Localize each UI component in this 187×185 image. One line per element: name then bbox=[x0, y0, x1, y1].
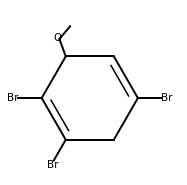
Text: O: O bbox=[53, 33, 62, 43]
Text: Br: Br bbox=[161, 93, 173, 103]
Text: Br: Br bbox=[7, 93, 18, 103]
Text: Br: Br bbox=[47, 160, 59, 170]
